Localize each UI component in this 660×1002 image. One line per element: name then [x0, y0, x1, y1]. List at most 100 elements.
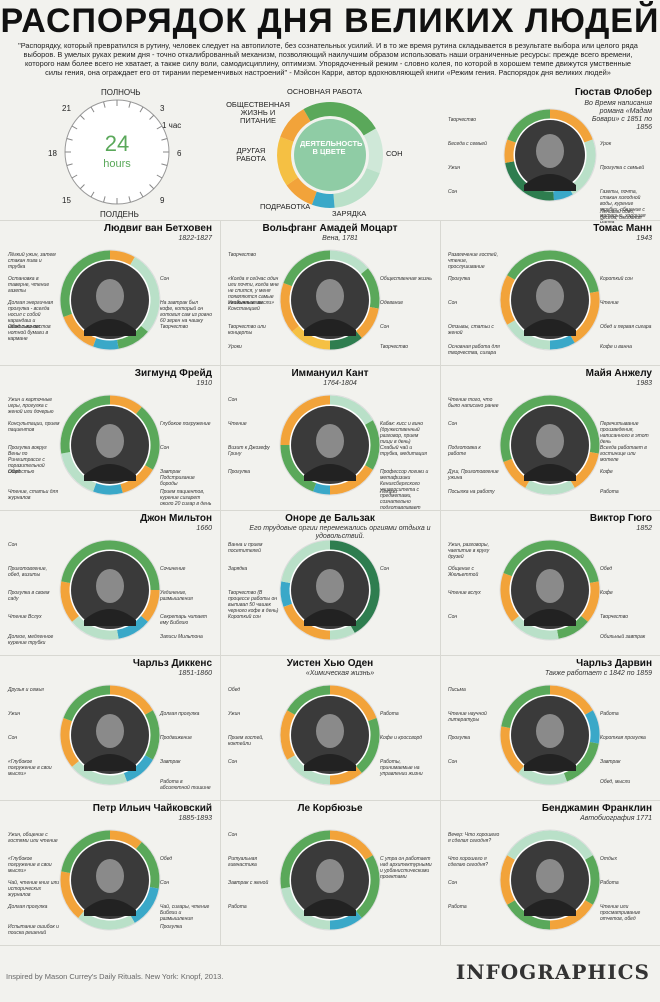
schedule-label: Чтение	[600, 300, 619, 306]
schedule-segment	[549, 109, 593, 143]
person-name: Людвиг ван Бетховен	[104, 223, 212, 234]
schedule-label: Ужин	[228, 711, 241, 717]
schedule-ring	[59, 394, 161, 496]
schedule-label: Сон	[448, 300, 458, 306]
schedule-label: «Когда я сейчас один или почти, когда мн…	[228, 276, 279, 306]
person-name: Уистен Хью Оден	[286, 658, 374, 669]
grid-divider	[0, 800, 660, 801]
schedule-label: Короткая прогулка	[600, 735, 646, 741]
schedule-segment	[549, 540, 599, 584]
schedule-label: Чтение того, что было написано ранее	[448, 397, 499, 409]
portrait-body	[84, 319, 136, 336]
schedule-label: Подготовка к работе	[448, 445, 481, 457]
schedule-segment	[549, 830, 593, 860]
schedule-segment	[93, 338, 119, 350]
schedule-label: Обед	[160, 856, 173, 862]
schedule-segment	[60, 581, 80, 622]
person-card: Оноре де Бальзак Его трудовые оргии перем…	[220, 510, 440, 655]
clock-tick	[139, 191, 144, 198]
clock-tick	[103, 101, 106, 108]
legend-graphic	[64, 99, 383, 208]
schedule-label: Прием гостей, коктейли	[228, 735, 264, 747]
schedule-label: Прогулка	[160, 924, 183, 930]
person-card: Иммануил Кант 1764-1804 Сон Чтение Визит к Д…	[220, 365, 440, 510]
person-subtitle: Автобиография 1771	[580, 815, 652, 822]
schedule-segment	[507, 900, 551, 930]
clock-tick	[103, 196, 106, 203]
schedule-ring	[499, 249, 601, 351]
schedule-label: Творчество	[380, 344, 408, 350]
portrait-body	[304, 899, 356, 916]
schedule-label: Творчество или концерты	[228, 324, 266, 336]
person-card: Чарльз Диккенс 1851-1860 Друзья и семья Ужи…	[0, 655, 220, 800]
person-card: Гюстав Флобер Во Время написания романа «…	[440, 85, 660, 230]
legend-ring-segment	[329, 102, 376, 136]
clock-one-label: 1 час	[162, 121, 182, 130]
portrait-face	[316, 714, 344, 748]
schedule-label: Ужин, разговоры, чаепитие в кругу друзей	[448, 542, 490, 560]
schedule-label: Работы, принимаемые на управлении жизни	[380, 759, 423, 777]
schedule-segment	[93, 482, 123, 495]
person-name: Чарльз Диккенс	[132, 658, 212, 669]
schedule-label: Творчество	[228, 252, 256, 258]
schedule-label: Работа	[600, 489, 619, 495]
person-name: Петр Ильич Чайковский	[92, 803, 212, 814]
schedule-label: Душ, Приготовление ужина	[448, 469, 499, 481]
schedule-label: Отдых	[600, 856, 617, 862]
portrait-body	[304, 754, 356, 771]
schedule-label: Сон	[228, 832, 238, 838]
schedule-label: Завтрак	[600, 759, 621, 765]
schedule-label: Уроки	[228, 344, 242, 350]
legend-center	[294, 119, 366, 191]
schedule-segment	[63, 685, 111, 722]
footer-credit: Inspired by Mason Currey's Daily Rituals…	[6, 972, 224, 981]
schedule-label: Сон	[448, 880, 458, 886]
schedule-label: Сон	[160, 880, 170, 886]
schedule-segment	[130, 257, 160, 332]
schedule-segment	[355, 855, 380, 918]
schedule-label: Кофе	[600, 469, 613, 475]
schedule-segment	[116, 325, 148, 349]
schedule-segment	[360, 268, 380, 309]
schedule-label: Сон	[448, 189, 458, 195]
legend-public-life: ОБЩЕСТВЕННАЯ ЖИЗНЬ И ПИТАНИЕ	[226, 100, 290, 125]
legend-exercise: ЗАРЯДКА	[332, 209, 367, 218]
schedule-ring	[499, 394, 601, 496]
schedule-label: Творчество (В процессе работы он выпивал…	[228, 590, 279, 614]
schedule-label: Ленивый обед, беседа, ожидания	[600, 209, 642, 221]
schedule-label: Сон	[380, 566, 390, 572]
person-name: Оноре де Бальзак	[285, 513, 375, 524]
schedule-segment	[329, 765, 362, 785]
schedule-label: Испытание ошибок и поиска решений	[8, 924, 59, 936]
schedule-label: Долгая прогулка	[160, 711, 200, 717]
schedule-segment	[500, 855, 515, 905]
clock-tick	[90, 106, 95, 113]
schedule-label: Творчество	[448, 117, 476, 123]
schedule-segment	[61, 540, 111, 584]
clock-tick-21: 21	[62, 104, 71, 113]
schedule-segment	[563, 741, 599, 782]
schedule-label: Творчество	[600, 614, 628, 620]
schedule-segment	[329, 540, 380, 633]
schedule-segment	[135, 842, 160, 889]
schedule-label: Всегда работает в гостинице или мотеле	[600, 445, 647, 463]
schedule-segment	[72, 615, 119, 640]
legend-side-job: ПОДРАБОТКА	[260, 202, 311, 211]
schedule-label: Работа	[600, 711, 619, 717]
schedule-segment	[552, 186, 573, 201]
schedule-label: Ухаживание за Констанцией	[228, 300, 263, 312]
clock-tick	[79, 184, 85, 190]
schedule-label: Письма	[448, 687, 466, 693]
schedule-segment	[525, 480, 575, 495]
schedule-segment	[140, 589, 160, 622]
portrait-face	[536, 424, 564, 458]
clock-tick	[156, 125, 163, 130]
schedule-segment	[549, 900, 593, 930]
portrait-body	[304, 319, 356, 336]
schedule-label: Записи Мильтона	[160, 634, 203, 640]
schedule-label: Ужин	[448, 165, 461, 171]
schedule-segment	[507, 320, 551, 350]
person-name: Гюстав Флобер	[574, 87, 652, 98]
schedule-label: Отзывы, статьи с женой	[448, 324, 494, 336]
grid-divider	[440, 220, 441, 945]
